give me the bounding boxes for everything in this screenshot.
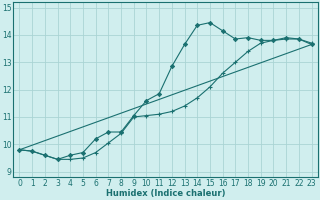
X-axis label: Humidex (Indice chaleur): Humidex (Indice chaleur): [106, 189, 225, 198]
